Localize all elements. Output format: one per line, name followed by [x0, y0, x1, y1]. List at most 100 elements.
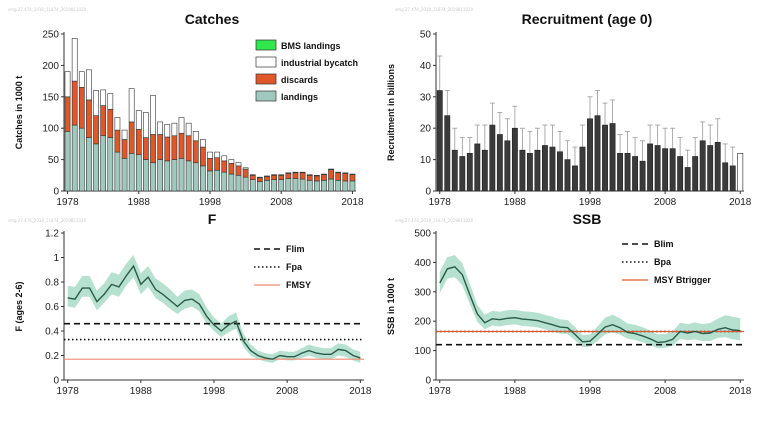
catches-bar-landings	[86, 137, 92, 192]
catches-bar-industrial-bycatch	[135, 110, 142, 130]
catches-legend-swatch	[255, 56, 277, 68]
catches-bar-industrial-bycatch	[313, 175, 320, 177]
f-ytick-label: 0.4	[45, 327, 59, 338]
catches-bar-industrial-bycatch	[228, 159, 235, 164]
catches-bar-discards	[299, 172, 306, 180]
catches-legend-swatch	[255, 90, 277, 102]
catches-bar-industrial-bycatch	[178, 117, 185, 134]
catches-bar-discards	[256, 177, 263, 182]
catches-bar-landings	[285, 178, 292, 192]
recruitment-bar	[451, 149, 458, 192]
catches-bar-industrial-bycatch	[292, 171, 299, 174]
recruitment-bar	[707, 145, 714, 192]
catches-title: Catches	[185, 11, 240, 27]
ssb-ytick-label: 500	[414, 229, 431, 240]
catches-bar-landings	[292, 178, 299, 192]
f-title: F	[208, 211, 217, 227]
recruitment-bar	[602, 124, 608, 192]
recruitment-bar	[654, 145, 661, 192]
f-ytick-label: 1.2	[45, 229, 59, 240]
recruitment-bar	[669, 148, 676, 192]
recruitment-panel: Recruitment (age 0) Recruitment in billio…	[386, 11, 752, 208]
recruitment-bar	[609, 123, 616, 192]
catches-bar-landings	[64, 131, 71, 192]
catches-bar-discards	[128, 121, 135, 154]
catches-bar-industrial-bycatch	[335, 171, 342, 174]
catches-bar-industrial-bycatch	[114, 117, 121, 131]
f-panel: F F (ages 2-6) 0 0.2 0.4 0.6 0.8 1 1.2 1978 1988 19…	[14, 211, 372, 397]
f-legend-label: Flim	[286, 244, 305, 254]
catches-bar-industrial-bycatch	[71, 38, 78, 82]
catches-bar-discards	[342, 173, 349, 182]
recruitment-bar	[511, 127, 518, 192]
catches-bar-landings	[121, 158, 128, 192]
catches-bar-landings	[328, 178, 334, 192]
catches-bar-discards	[306, 175, 313, 181]
recruitment-bar	[737, 153, 744, 192]
catches-bar-landings	[306, 180, 313, 192]
recruitment-bar	[594, 115, 601, 192]
catches-bar-landings	[235, 175, 242, 192]
catches-bar-landings	[313, 180, 320, 192]
catches-bar-industrial-bycatch	[328, 168, 334, 170]
catches-bar-industrial-bycatch	[128, 88, 135, 123]
catches-ytick-label: 200	[42, 61, 59, 72]
catches-bar-discards	[228, 163, 235, 175]
catches-bar-landings	[192, 162, 199, 192]
recruitment-bar	[519, 149, 526, 192]
catches-bar-landings	[249, 179, 256, 192]
catches-bar-landings	[78, 127, 85, 192]
catches-bar-landings	[256, 181, 263, 192]
catches-bar-industrial-bycatch	[150, 95, 156, 135]
catches-legend-swatch	[255, 73, 277, 85]
catches-bar-discards	[242, 168, 249, 178]
catches-bar-discards	[93, 115, 99, 145]
catches-bar-landings	[271, 179, 277, 192]
catches-legend-label: industrial bycatch	[281, 58, 358, 68]
recruitment-bar	[714, 142, 721, 192]
recruitment-ytick-label: 20	[420, 124, 432, 135]
catches-bar-industrial-bycatch	[278, 174, 285, 176]
f-xtick-label: 1978	[57, 386, 80, 397]
catches-bar-discards	[135, 129, 142, 155]
recruitment-bar	[632, 156, 639, 192]
catches-bar-industrial-bycatch	[78, 71, 85, 88]
catches-bar-landings	[171, 159, 178, 192]
recruitment-bar	[557, 151, 563, 192]
catches-bar-discards	[221, 160, 228, 173]
recruitment-bar	[572, 165, 578, 192]
recruitment-ytick-label: 40	[420, 61, 432, 72]
ssb-estimate-line	[439, 266, 741, 344]
recruitment-bar	[579, 146, 586, 192]
catches-bar-industrial-bycatch	[192, 131, 199, 142]
f-ytick-label: 0.6	[45, 302, 59, 313]
catches-xtick-label: 1998	[199, 197, 222, 208]
recruitment-xtick-label: 1998	[579, 197, 602, 208]
catches-bar-industrial-bycatch	[285, 172, 292, 174]
f-xtick-label: 1998	[203, 386, 226, 397]
catches-bar-landings	[299, 178, 306, 192]
ssb-ytick-label: 200	[414, 317, 431, 328]
catches-bar-industrial-bycatch	[121, 129, 128, 140]
recruitment-bar	[677, 156, 684, 192]
catches-bar-industrial-bycatch	[93, 90, 99, 116]
catches-bar-discards	[164, 136, 171, 162]
ssb-xtick-label: 2018	[729, 386, 752, 397]
ssb-confidence-band	[439, 255, 741, 349]
catches-bar-discards	[143, 137, 149, 160]
catches-bar-discards	[313, 175, 320, 182]
ssb-title: SSB	[573, 211, 602, 227]
recruitment-xtick-label: 2008	[654, 197, 677, 208]
catches-bar-landings	[150, 162, 156, 192]
watermark-recruitment: smg.27.474_2018_11874_2019811020	[395, 7, 474, 12]
catches-bar-industrial-bycatch	[171, 122, 178, 137]
catches-bar-industrial-bycatch	[349, 173, 356, 175]
catches-bar-discards	[64, 96, 71, 132]
catches-bar-landings	[264, 180, 270, 192]
catches-bar-landings	[214, 169, 220, 192]
catches-bar-landings	[185, 160, 192, 192]
recruitment-bar	[534, 149, 541, 192]
catches-xtick-label: 1988	[128, 197, 151, 208]
catches-bar-landings	[207, 170, 213, 192]
catches-bar-discards	[207, 158, 213, 172]
